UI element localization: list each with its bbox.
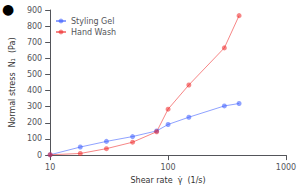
svg-text:400: 400 bbox=[27, 86, 42, 95]
svg-text:200: 200 bbox=[27, 118, 42, 127]
svg-text:Shear rate γ̇ (1/s): Shear rate γ̇ (1/s) bbox=[131, 176, 206, 185]
svg-text:0: 0 bbox=[37, 151, 42, 160]
svg-text:600: 600 bbox=[27, 54, 42, 63]
svg-text:10: 10 bbox=[45, 163, 55, 172]
svg-text:900: 900 bbox=[27, 6, 42, 15]
svg-text:1000: 1000 bbox=[276, 163, 296, 172]
svg-text:700: 700 bbox=[27, 38, 42, 47]
svg-text:500: 500 bbox=[27, 70, 42, 79]
svg-text:800: 800 bbox=[27, 22, 42, 31]
svg-text:●: ● bbox=[2, 1, 14, 17]
svg-text:100: 100 bbox=[27, 134, 42, 143]
svg-text:300: 300 bbox=[27, 102, 42, 111]
svg-text:100: 100 bbox=[160, 163, 175, 172]
svg-text:Hand Wash: Hand Wash bbox=[71, 28, 116, 37]
svg-text:Normal stress N₁ (Pa): Normal stress N₁ (Pa) bbox=[8, 37, 17, 127]
svg-text:Styling Gel: Styling Gel bbox=[71, 17, 114, 26]
